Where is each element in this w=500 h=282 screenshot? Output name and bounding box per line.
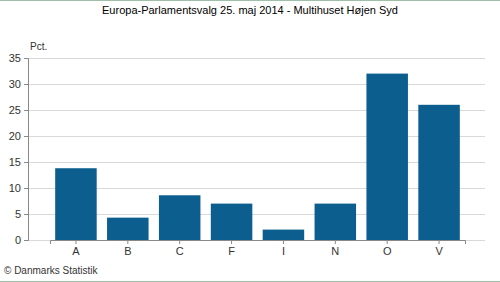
x-tick: V xyxy=(435,240,443,257)
y-tick-label: 25 xyxy=(9,104,21,116)
y-tick-mark xyxy=(24,58,28,59)
grid-line xyxy=(28,84,485,85)
x-tick: O xyxy=(383,240,392,257)
x-tick-mark xyxy=(387,240,388,244)
x-tick-label: N xyxy=(331,245,339,257)
x-tick: N xyxy=(331,240,339,257)
y-tick-label: 15 xyxy=(9,156,21,168)
bars xyxy=(55,74,460,240)
y-tick: 15 xyxy=(9,156,28,168)
y-tick: 0 xyxy=(15,234,28,246)
y-tick-mark xyxy=(24,84,28,85)
y-tick-mark xyxy=(24,188,28,189)
x-axis: ABCFINOV xyxy=(51,240,466,257)
y-tick-label: 30 xyxy=(9,78,21,90)
x-tick-mark xyxy=(127,240,128,244)
x-tick-label: I xyxy=(282,245,285,257)
y-tick-label: 10 xyxy=(9,182,21,194)
x-tick-mark xyxy=(283,240,284,244)
x-tick-label: O xyxy=(383,245,392,257)
bar xyxy=(55,168,97,240)
y-tick-mark xyxy=(24,240,28,241)
grid-line xyxy=(28,162,485,163)
y-axis-line xyxy=(24,59,29,241)
y-tick-mark xyxy=(24,110,28,111)
plot: 0 5 10 15 20 25 30 35 A B C F I N O V xyxy=(9,52,485,257)
y-tick-mark xyxy=(24,162,28,163)
bar xyxy=(107,218,149,240)
title: Europa-Parlamentsvalg 25. maj 2014 - Mul… xyxy=(102,4,398,16)
y-tick-label: 35 xyxy=(9,52,21,64)
y-tick: 20 xyxy=(9,130,28,142)
source: © Danmarks Statistik xyxy=(4,265,99,276)
x-tick-label: B xyxy=(124,245,131,257)
x-tick-mark xyxy=(439,240,440,244)
grid-line xyxy=(28,58,485,59)
x-tick-label: V xyxy=(435,245,443,257)
x-tick-mark xyxy=(179,240,180,244)
y-axis: 0 5 10 15 20 25 30 35 xyxy=(9,52,29,246)
x-tick-mark xyxy=(75,240,76,244)
x-tick-label: F xyxy=(228,245,235,257)
bar xyxy=(315,204,357,240)
bar xyxy=(418,105,460,240)
y-tick: 25 xyxy=(9,104,28,116)
frame-bottom xyxy=(0,281,500,282)
x-tick: F xyxy=(228,240,235,257)
grid xyxy=(28,59,485,241)
x-tick-mark xyxy=(335,240,336,244)
x-tick: B xyxy=(124,240,131,257)
y-tick: 35 xyxy=(9,52,28,64)
y-tick-label: 5 xyxy=(15,208,21,220)
bar xyxy=(211,204,253,240)
y-label: Pct. xyxy=(30,41,47,52)
bar xyxy=(263,230,305,240)
y-tick-label: 20 xyxy=(9,130,21,142)
x-tick-label: C xyxy=(176,245,184,257)
y-tick-mark xyxy=(24,136,28,137)
y-tick: 5 xyxy=(15,208,28,220)
grid-line xyxy=(28,110,485,111)
x-tick-mark xyxy=(231,240,232,244)
x-axis-line xyxy=(51,241,466,245)
frame-top xyxy=(0,0,500,1)
x-tick: A xyxy=(72,240,80,257)
bar xyxy=(366,74,408,240)
x-tick: I xyxy=(282,240,285,257)
y-tick-label: 0 xyxy=(15,234,21,246)
bar xyxy=(159,195,201,240)
y-tick-mark xyxy=(24,214,28,215)
x-tick-label: A xyxy=(72,245,80,257)
chart: Europa-Parlamentsvalg 25. maj 2014 - Mul… xyxy=(0,0,500,282)
x-tick: C xyxy=(176,240,184,257)
y-tick: 30 xyxy=(9,78,28,90)
y-tick: 10 xyxy=(9,182,28,194)
grid-line xyxy=(28,136,485,137)
